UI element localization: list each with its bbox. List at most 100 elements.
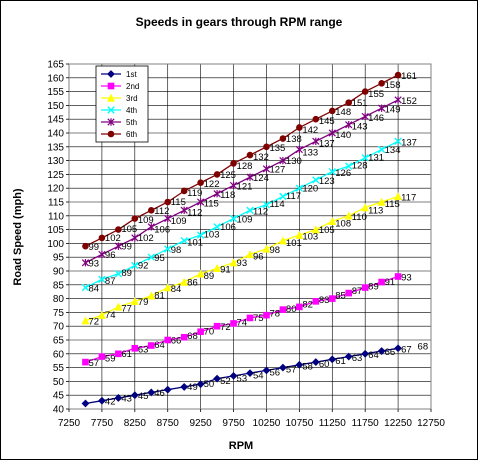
series-4th-point: [81, 283, 90, 292]
series-5th-data-label: 130: [286, 156, 302, 167]
series-5th-point: [361, 112, 369, 121]
series-4th-data-label: 126: [335, 168, 351, 179]
series-2nd-data-label: 75: [253, 313, 264, 324]
series-6th-data-label: 128: [237, 161, 253, 172]
series-5th-point: [328, 129, 336, 137]
series-3rd-data-label: 96: [253, 251, 264, 262]
series-1st-data-label: 58: [302, 362, 313, 373]
y-tick-label: 80: [53, 294, 65, 305]
series-5th-data-label: 124: [253, 173, 269, 184]
series-4th-point: [213, 223, 221, 231]
series-3rd-point: [361, 203, 370, 212]
series-1st-point: [98, 396, 106, 405]
x-tick-label: 11750: [352, 418, 380, 429]
series-1st-point: [163, 385, 172, 394]
series-1st-point: [147, 388, 156, 397]
series-2nd-point: [115, 350, 122, 358]
series-4th-data-label: 89: [121, 268, 132, 279]
series-2nd-data-label: 89: [368, 282, 379, 293]
series-3rd-point: [147, 291, 156, 300]
series-6th-point: [279, 135, 287, 142]
series-5th-point: [312, 137, 320, 145]
series-4th-data-label: 87: [105, 276, 116, 287]
series-2nd-data-label: 66: [171, 336, 182, 347]
y-tick-label: 155: [47, 87, 64, 98]
series-3rd-data-label: 115: [385, 199, 400, 210]
series-6th-data-label: 132: [253, 152, 269, 163]
series-5th-point: [81, 259, 90, 267]
series-2nd-point: [378, 278, 385, 286]
series-5th-data-label: 115: [204, 199, 219, 210]
series-5th-point: [246, 173, 254, 181]
x-tick-label: 10750: [285, 418, 313, 429]
series-4th-point: [246, 206, 254, 214]
y-tick-label: 135: [47, 142, 64, 153]
series-2nd-data-label: 61: [121, 349, 132, 360]
y-tick-label: 110: [48, 211, 64, 222]
series-2nd-data-label: 80: [286, 304, 297, 315]
series-3rd-data-label: 103: [302, 232, 318, 243]
series-6th-point: [361, 88, 369, 95]
series-4th-data-label: 137: [401, 137, 417, 148]
series-1st-data-label: 67: [401, 344, 412, 355]
series-5th-data-label: 146: [368, 113, 384, 124]
series-4th-point: [147, 253, 155, 261]
series-2nd-data-label: 85: [335, 291, 346, 302]
series-2nd-point: [296, 303, 303, 311]
series-3rd-point: [97, 310, 106, 319]
series-4th-point: [164, 245, 172, 253]
y-tick-label: 95: [53, 253, 65, 264]
series-4th-data-label: 112: [253, 207, 268, 218]
series-5th-point: [378, 104, 386, 112]
y-tick-label: 140: [47, 129, 64, 140]
series-6th-point: [328, 107, 336, 115]
series-2nd-point: [213, 322, 221, 330]
series-2nd-point: [164, 336, 172, 344]
series-2nd-data-label: 74: [237, 318, 248, 329]
series-5th-data-label: 112: [187, 207, 202, 218]
chart-title: Speeds in gears through RPM range: [136, 15, 343, 29]
legend-label: 4th: [126, 106, 137, 115]
series-5th-data-label: 106: [154, 224, 170, 235]
series-6th-data-label: 155: [368, 89, 384, 100]
legend-label: 1st: [126, 70, 137, 79]
series-1st-point: [246, 369, 254, 378]
series-5th-data-label: 99: [121, 242, 132, 253]
series-5th-data-label: 152: [401, 96, 417, 107]
series-6th-point: [115, 226, 122, 233]
series-4th-data-label: 128: [352, 160, 368, 171]
y-tick-label: 75: [53, 308, 65, 319]
series-4th-point: [180, 236, 188, 245]
series-6th-data-label: 142: [302, 125, 318, 136]
series-1st-data-label: 60: [319, 359, 330, 370]
series-1st-point: [114, 394, 123, 402]
series-2nd-point: [230, 320, 237, 327]
series-3rd-data-label: 79: [138, 297, 149, 308]
series-2nd-point: [279, 306, 287, 313]
series-3rd-point: [180, 277, 189, 286]
series-1st-data-label: 61: [335, 356, 346, 367]
series-6th-data-label: 105: [121, 224, 137, 235]
series-5th-data-label: 96: [105, 250, 116, 261]
series-6th-point: [378, 80, 385, 87]
y-tick-label: 45: [53, 391, 65, 402]
x-tick-label: 7250: [58, 418, 81, 429]
series-5th-point: [229, 181, 238, 190]
series-3rd-point: [278, 236, 287, 245]
series-4th-data-label: 120: [302, 183, 318, 194]
series-1st-data-label: 64: [368, 350, 379, 361]
series-3rd-line: [85, 195, 399, 322]
series-1st-data-label: 66: [385, 347, 396, 358]
series-5th-data-label: 93: [88, 259, 99, 270]
y-tick-label: 115: [48, 198, 64, 209]
series-1st-point: [213, 374, 221, 383]
series-3rd-point: [130, 297, 139, 306]
series-2nd-data-label: 93: [401, 273, 412, 284]
series-6th-point: [131, 215, 139, 222]
legend-label: 2nd: [126, 82, 139, 91]
series-4th-point: [345, 162, 353, 170]
series-1st-data-label: 45: [138, 391, 149, 402]
series-4th-point: [328, 167, 336, 176]
series-3rd-point: [196, 269, 205, 278]
legend-marker: [107, 106, 115, 114]
